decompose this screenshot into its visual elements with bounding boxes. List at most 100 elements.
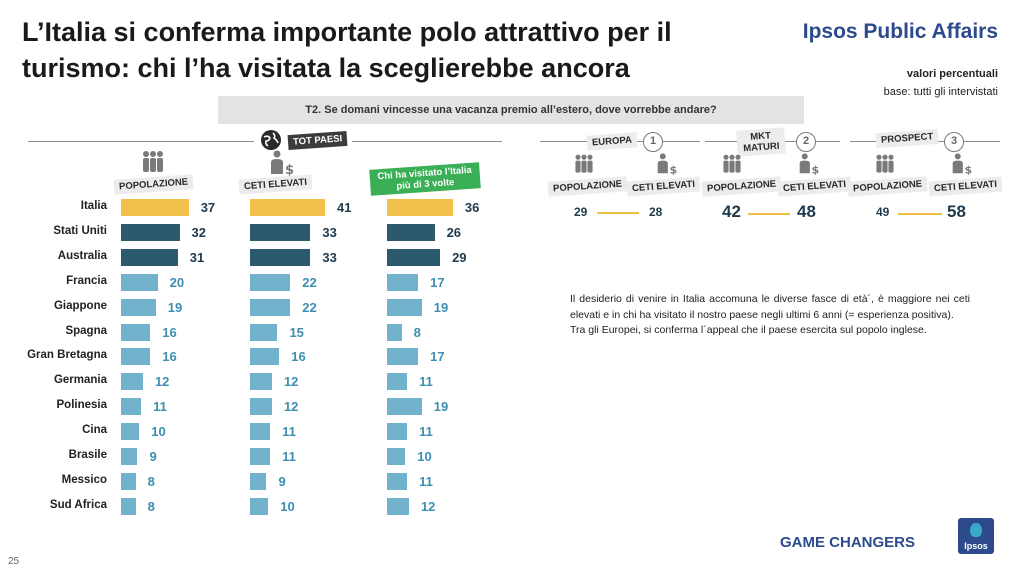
bar-3 xyxy=(387,398,422,416)
bar-3 xyxy=(387,497,409,515)
bar-1 xyxy=(121,348,151,366)
prospect-ceti-value: 58 xyxy=(947,202,966,221)
bar-value-label: 19 xyxy=(167,299,183,315)
bar-value-label: 11 xyxy=(419,374,433,390)
mkt-ceti-value: 48 xyxy=(797,202,816,221)
globe-icon xyxy=(261,130,281,150)
country-label: Australia xyxy=(57,249,107,262)
country-label: Messico xyxy=(61,473,107,486)
bar-3 xyxy=(387,223,435,241)
country-label: Sud Africa xyxy=(49,498,107,511)
svg-text:$: $ xyxy=(812,163,820,175)
brand-name: Ipsos Public Affairs xyxy=(802,20,998,43)
logo-mark xyxy=(970,523,982,537)
bar-value-label: 9 xyxy=(149,449,157,464)
tag-europa-popolazione: POPOLAZIONE xyxy=(547,176,628,197)
svg-text:$: $ xyxy=(285,163,294,176)
segment-3-circle: 3 xyxy=(944,132,964,152)
segment-2-circle: 2 xyxy=(796,132,816,152)
commentary: Il desiderio di venire in Italia accomun… xyxy=(570,292,970,339)
bar-value-label: 12 xyxy=(283,374,299,390)
bar-value-label: 10 xyxy=(151,424,166,440)
people-group-icon xyxy=(720,153,744,180)
bar-2 xyxy=(250,273,291,291)
country-label: Francia xyxy=(66,274,107,287)
commentary-p1: Il desiderio di venire in Italia accomun… xyxy=(570,293,970,321)
bar-value-label: 33 xyxy=(322,224,337,240)
bar-3 xyxy=(387,298,422,316)
bar-1 xyxy=(121,298,156,316)
prospect-connector xyxy=(898,213,942,215)
bar-value-label: 8 xyxy=(147,473,155,489)
bar-value-label: 11 xyxy=(153,399,167,415)
bar-1 xyxy=(121,448,138,465)
bar-2 xyxy=(250,223,311,241)
bar-value-label: 10 xyxy=(280,498,295,514)
ipsos-logo: Ipsos xyxy=(958,518,994,554)
bar-value-label: 41 xyxy=(337,200,352,215)
bar-1 xyxy=(121,472,136,490)
page-number: 25 xyxy=(8,556,20,567)
bar-value-label: 33 xyxy=(322,249,337,265)
people-group-icon xyxy=(143,151,163,172)
bar-value-label: 20 xyxy=(169,274,185,290)
europa-ceti-value: 28 xyxy=(649,205,663,219)
game-changers-text: GAME CHANGERS xyxy=(780,534,916,551)
bar-value-label: 22 xyxy=(302,274,317,290)
bar-2 xyxy=(250,348,280,366)
tag-prospect-ceti: CETI ELEVATI xyxy=(928,176,1003,197)
tag-prospect: PROSPECT xyxy=(875,128,939,149)
bar-1 xyxy=(121,323,151,341)
tag-mkt-ceti: CETI ELEVATI xyxy=(777,176,852,197)
bar-value-label: 16 xyxy=(291,349,306,365)
bar-1 xyxy=(121,223,180,241)
bar-3 xyxy=(387,423,408,441)
bar-value-label: 11 xyxy=(419,424,433,440)
mkt-connector xyxy=(748,213,790,215)
europa-pop-value: 29 xyxy=(574,205,588,219)
bar-value-label: 10 xyxy=(417,449,432,464)
prospect-pop-value: 49 xyxy=(876,205,890,219)
country-label: Giappone xyxy=(53,299,107,312)
bar-value-label: 15 xyxy=(289,324,304,340)
bar-value-label: 26 xyxy=(446,224,462,240)
bar-1 xyxy=(121,248,178,266)
svg-text:$: $ xyxy=(965,163,973,175)
bar-2 xyxy=(250,497,269,515)
bar-value-label: 16 xyxy=(162,349,177,365)
bar-2 xyxy=(250,373,272,391)
bar-value-label: 17 xyxy=(430,274,445,290)
bar-value-label: 16 xyxy=(162,324,177,340)
bar-2 xyxy=(250,423,271,441)
note-valori: valori percentuali xyxy=(906,68,998,80)
country-label: Polinesia xyxy=(56,399,108,412)
commentary-p2: Tra gli Europei, si conferma l´appeal ch… xyxy=(570,324,927,336)
mkt-pop-value: 42 xyxy=(722,202,741,221)
bar-3 xyxy=(387,248,441,266)
bar-3 xyxy=(387,448,406,465)
bar-value-label: 36 xyxy=(464,200,480,215)
bar-3 xyxy=(387,199,453,216)
note-base: base: tutti gli intervistati xyxy=(883,86,998,98)
bar-1 xyxy=(121,373,143,391)
tag-ceti-elevati: CETI ELEVATI xyxy=(238,174,313,195)
country-label: Stati Uniti xyxy=(53,224,107,237)
wealthy-person-icon: $ xyxy=(271,150,294,176)
bar-value-label: 31 xyxy=(189,249,205,265)
bar-value-label: 32 xyxy=(191,224,207,240)
bar-2 xyxy=(250,472,267,490)
logo-text: Ipsos xyxy=(964,541,988,551)
bar-value-label: 12 xyxy=(283,399,299,415)
bar-2 xyxy=(250,248,311,266)
bar-3 xyxy=(387,348,419,366)
bar-2 xyxy=(250,398,272,416)
bar-value-label: 19 xyxy=(433,399,449,415)
bar-2 xyxy=(250,298,291,316)
tag-europa-ceti: CETI ELEVATI xyxy=(626,176,701,197)
bar-1 xyxy=(121,497,136,515)
bar-value-label: 9 xyxy=(278,473,286,489)
people-group-icon xyxy=(873,153,897,180)
country-label: Germania xyxy=(53,374,107,387)
divider-left xyxy=(28,141,254,142)
bar-3 xyxy=(387,472,408,490)
